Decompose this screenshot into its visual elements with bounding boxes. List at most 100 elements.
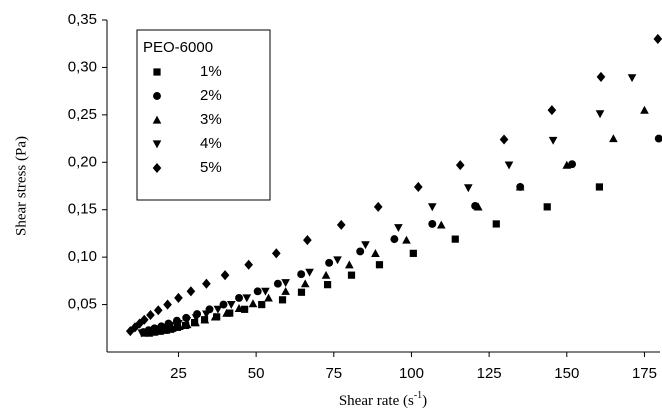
point [153, 305, 163, 316]
point [394, 224, 403, 233]
point [258, 300, 266, 309]
point [226, 309, 234, 317]
point [473, 202, 483, 211]
legend-box [136, 29, 271, 201]
x-tick-label: 75 [325, 365, 342, 382]
point [186, 286, 196, 297]
point [451, 235, 459, 243]
point [361, 241, 370, 250]
point [654, 134, 662, 143]
point [371, 249, 380, 257]
legend-marker [153, 68, 161, 76]
point [515, 182, 525, 191]
x-tick-label: 150 [554, 365, 579, 382]
point [242, 294, 252, 303]
point [373, 201, 383, 212]
point [562, 160, 572, 169]
point [220, 270, 230, 281]
point [142, 328, 151, 337]
point [345, 260, 354, 269]
point [281, 286, 290, 295]
point [222, 308, 231, 317]
point [333, 256, 342, 265]
point [347, 271, 356, 279]
legend-marker [153, 92, 161, 100]
legend-label: 4% [200, 135, 222, 152]
point [226, 300, 236, 309]
point [281, 279, 290, 288]
point [139, 314, 149, 325]
point [504, 161, 514, 170]
y-tick-label: 0,30 [68, 58, 97, 75]
point [653, 33, 662, 45]
y-tick-label: 0,35 [68, 11, 97, 28]
y-tick-label: 0,05 [68, 296, 97, 313]
x-axis-title-end: ) [422, 393, 427, 409]
point [402, 235, 411, 244]
point [297, 288, 306, 296]
point [159, 323, 169, 332]
point [455, 160, 465, 171]
y-axis-title: Shear stress (Pa) [13, 136, 29, 236]
point [235, 293, 243, 302]
point [241, 305, 249, 313]
point [321, 270, 331, 279]
point [163, 299, 172, 310]
point [261, 287, 270, 296]
point [640, 105, 649, 114]
point [278, 296, 287, 304]
point [146, 309, 155, 321]
point [428, 219, 437, 228]
x-axis-title-sup: -1 [414, 390, 422, 401]
point [323, 281, 332, 289]
point [427, 203, 437, 212]
point [264, 293, 273, 302]
point [125, 326, 135, 337]
legend-label: 3% [200, 111, 222, 128]
x-axis-title-text: Shear rate (s [339, 393, 414, 409]
point [413, 181, 423, 192]
point [543, 203, 551, 211]
point [627, 74, 637, 83]
point [244, 259, 253, 270]
legend-marker [152, 115, 162, 124]
point [325, 258, 334, 267]
point [356, 247, 365, 256]
x-tick-label: 175 [632, 365, 657, 382]
point [191, 318, 200, 327]
point [174, 319, 183, 328]
x-axis-title: Shear rate (s-1) [339, 390, 427, 409]
point [253, 287, 262, 296]
point [596, 71, 606, 82]
point [305, 268, 314, 277]
point [303, 235, 312, 246]
x-tick-label: 50 [248, 365, 265, 382]
point [248, 299, 258, 308]
point [200, 315, 210, 324]
x-tick-label: 100 [399, 365, 424, 382]
point [210, 312, 220, 321]
point [609, 134, 618, 143]
point [202, 278, 211, 289]
point [595, 110, 605, 119]
point [202, 310, 211, 319]
point [492, 220, 500, 228]
y-tick-label: 0,20 [68, 153, 97, 170]
point [409, 249, 417, 257]
x-tick-label: 25 [170, 365, 187, 382]
point [375, 261, 384, 269]
point [153, 325, 162, 334]
point [182, 317, 192, 326]
point [213, 305, 223, 314]
x-tick-label: 125 [477, 365, 502, 382]
point [499, 134, 509, 145]
point [147, 327, 157, 336]
point [234, 304, 244, 312]
legend-label: 2% [200, 87, 222, 104]
point [436, 220, 446, 229]
point [166, 321, 176, 330]
legend-marker [152, 162, 162, 174]
point [336, 219, 346, 230]
legend-label: 5% [200, 159, 222, 176]
y-tick-label: 0,25 [68, 106, 97, 123]
